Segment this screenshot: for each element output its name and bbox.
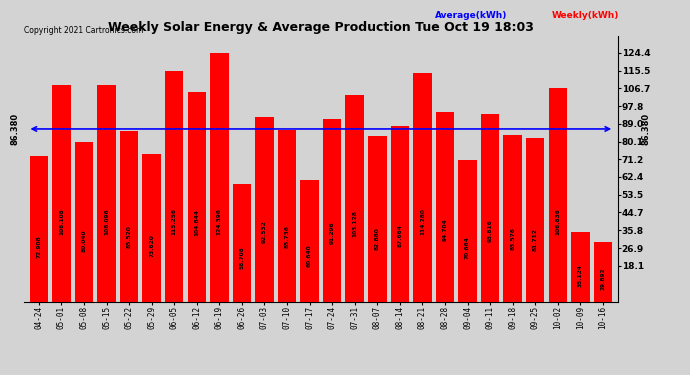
Bar: [526, 138, 544, 302]
Text: 115.256: 115.256: [172, 208, 177, 235]
Text: 103.128: 103.128: [352, 210, 357, 237]
Text: 86.380: 86.380: [10, 113, 19, 145]
Text: 81.712: 81.712: [533, 228, 538, 251]
Bar: [300, 180, 319, 302]
Bar: [549, 88, 567, 302]
Bar: [233, 184, 251, 302]
Text: 80.040: 80.040: [81, 230, 86, 252]
Text: 86.380: 86.380: [641, 113, 650, 145]
Bar: [188, 92, 206, 302]
Text: 108.108: 108.108: [59, 209, 64, 235]
Bar: [593, 242, 612, 302]
Bar: [142, 154, 161, 302]
Text: 124.396: 124.396: [217, 209, 221, 235]
Text: 94.704: 94.704: [442, 219, 447, 241]
Text: 70.664: 70.664: [465, 237, 470, 260]
Text: 60.640: 60.640: [307, 244, 312, 267]
Title: Weekly Solar Energy & Average Production Tue Oct 19 18:03: Weekly Solar Energy & Average Production…: [108, 21, 534, 34]
Bar: [52, 86, 70, 302]
Bar: [571, 231, 589, 302]
Text: 91.296: 91.296: [330, 221, 335, 244]
Bar: [210, 53, 228, 302]
Bar: [278, 130, 296, 302]
Text: 108.096: 108.096: [104, 209, 109, 235]
Bar: [504, 135, 522, 302]
Text: 85.520: 85.520: [126, 225, 132, 248]
Text: 92.532: 92.532: [262, 220, 267, 243]
Text: 87.664: 87.664: [397, 224, 402, 247]
Text: 73.620: 73.620: [149, 234, 154, 257]
Bar: [165, 71, 184, 302]
Bar: [30, 156, 48, 302]
Bar: [391, 126, 409, 302]
Bar: [481, 114, 500, 302]
Bar: [97, 86, 116, 302]
Bar: [120, 130, 138, 302]
Text: 29.892: 29.892: [600, 268, 605, 291]
Text: 72.908: 72.908: [37, 235, 41, 258]
Text: 83.576: 83.576: [510, 227, 515, 250]
Text: 106.836: 106.836: [555, 209, 560, 235]
Bar: [346, 95, 364, 302]
Text: Weekly(kWh): Weekly(kWh): [552, 11, 620, 20]
Text: 58.708: 58.708: [239, 246, 244, 268]
Text: 93.816: 93.816: [488, 219, 493, 242]
Bar: [323, 119, 342, 302]
Text: 104.844: 104.844: [195, 209, 199, 236]
Text: Average(kWh): Average(kWh): [435, 11, 507, 20]
Text: Copyright 2021 Cartronics.com: Copyright 2021 Cartronics.com: [24, 26, 144, 35]
Bar: [458, 160, 477, 302]
Bar: [368, 136, 386, 302]
Bar: [435, 112, 454, 302]
Text: 85.736: 85.736: [284, 225, 290, 248]
Bar: [255, 117, 274, 302]
Bar: [413, 73, 432, 302]
Text: 35.124: 35.124: [578, 264, 583, 286]
Text: 114.280: 114.280: [420, 209, 425, 235]
Text: 82.880: 82.880: [375, 228, 380, 250]
Bar: [75, 142, 93, 302]
